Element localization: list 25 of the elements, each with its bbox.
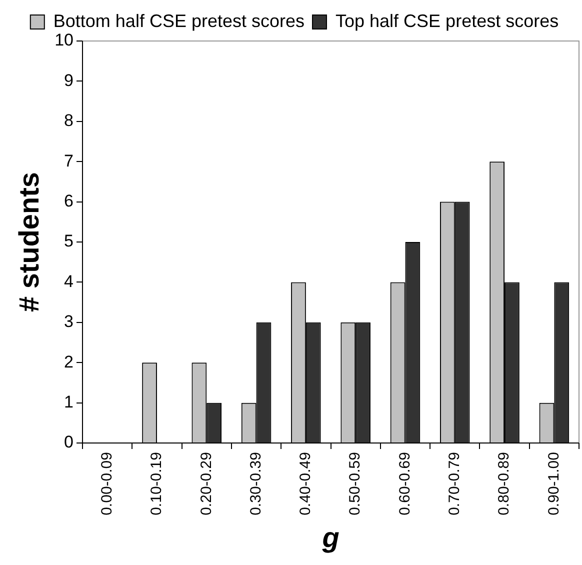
x-tick-label: 0.50-0.59	[346, 452, 364, 516]
y-tick-label: 7	[64, 151, 74, 170]
x-axis-title: g	[321, 522, 340, 553]
y-tick-label: 5	[64, 232, 74, 251]
x-tick-label: 0.00-0.09	[98, 452, 116, 516]
x-tick-label: 0.90-1.00	[545, 452, 562, 516]
y-tick-label: 2	[64, 352, 74, 372]
y-tick-label: 1	[64, 392, 74, 412]
x-tick-label: 0.70-0.79	[446, 452, 464, 516]
y-tick-label: 0	[64, 432, 74, 452]
legend-label: Top half CSE pretest scores	[336, 10, 559, 31]
x-tick-label: 0.40-0.49	[297, 452, 314, 516]
y-tick-label: 4	[64, 272, 74, 291]
x-tick-label: 0.30-0.39	[247, 452, 264, 516]
y-tick-label: 3	[64, 312, 74, 332]
x-tick-label: 0.80-0.89	[496, 452, 513, 516]
x-tick-label: 0.20-0.29	[198, 452, 215, 516]
x-tick-label: 0.60-0.69	[396, 452, 414, 516]
legend-label: Bottom half CSE pretest scores	[53, 10, 305, 31]
x-tick-label: 0.10-0.19	[148, 452, 166, 516]
y-tick-label: 9	[64, 70, 74, 90]
y-tick-label: 8	[64, 111, 74, 130]
y-tick-label: 6	[64, 191, 74, 210]
y-axis-title: # students	[14, 172, 45, 312]
y-tick-label: 10	[54, 30, 74, 50]
